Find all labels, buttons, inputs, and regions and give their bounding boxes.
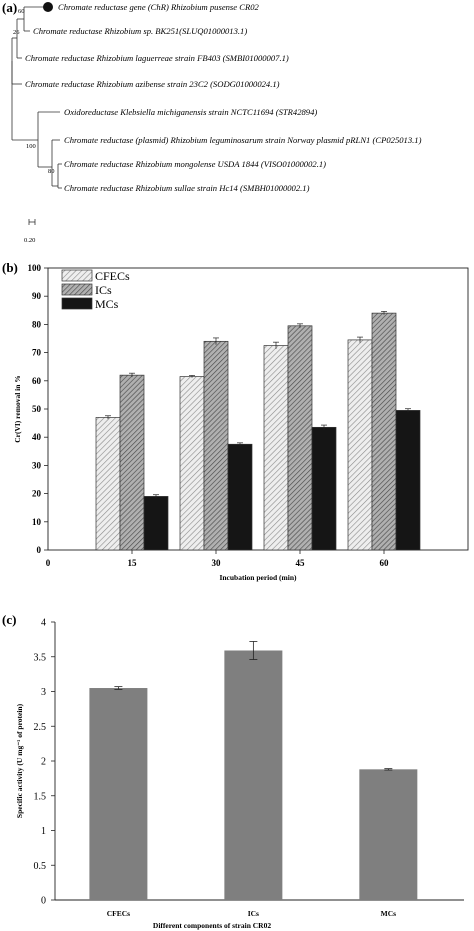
tree-leaf-label: Chromate reductase Rhizobium mongolense … <box>64 159 326 169</box>
scale-bar-label: 0.20 <box>24 237 35 244</box>
query-sequence-marker <box>43 2 53 12</box>
bars <box>95 311 421 551</box>
panel-label-a: (a) <box>2 0 17 15</box>
x-tick-label: 45 <box>296 558 306 568</box>
x-axis-label: Different components of strain CR02 <box>153 921 271 930</box>
y-tick-label: 3.5 <box>34 652 47 663</box>
panel-label-b: (b) <box>2 260 18 275</box>
bootstrap-value: 80 <box>48 168 55 175</box>
y-tick-label: 0 <box>37 545 42 555</box>
y-tick-label: 1.5 <box>34 791 47 802</box>
bootstrap-value: 60 <box>18 8 25 15</box>
removal-chart-panel: (b) 0 10 20 30 40 50 60 70 80 90 100 0 15 30 45 60 CFEC… <box>0 250 474 600</box>
x-axis-label: Incubation period (min) <box>219 573 297 582</box>
legend-swatch <box>61 283 93 296</box>
bar-ics-60 <box>371 312 397 551</box>
y-tick-label: 3 <box>41 687 46 698</box>
y-tick-label: 60 <box>32 376 42 386</box>
bar-mcs-45 <box>311 426 337 551</box>
y-axis-label: Cr(VI) removal in % <box>13 375 22 443</box>
activity-bar-chart: (c) 0 0.5 1 1.5 2 2.5 3 3.5 4 CFECs ICs MCs Differe… <box>2 612 464 930</box>
panel-label-c: (c) <box>2 612 16 627</box>
bar-mcs-30 <box>227 443 253 551</box>
bar-cfecs-45 <box>263 345 289 551</box>
y-axis-label: Specific activity (U mg⁻¹ of protein) <box>15 703 24 818</box>
bars <box>89 641 418 900</box>
scale-bar <box>28 219 36 225</box>
x-tick-label: ICs <box>248 909 259 918</box>
tree-leaf-label: Chromate reductase Rhizobium sp. BK251(S… <box>33 26 247 36</box>
phylogenetic-tree: (a) <box>2 0 422 244</box>
y-tick-label: 50 <box>32 404 42 414</box>
y-tick-label: 30 <box>32 460 42 470</box>
x-tick-label: 30 <box>212 558 222 568</box>
legend-label: CFECs <box>95 269 130 283</box>
bar-cfecs-60 <box>347 339 373 551</box>
bar-ics-45 <box>287 325 313 551</box>
y-tick-label: 100 <box>28 263 42 273</box>
bar-cfecs-15 <box>95 417 121 551</box>
tree-leaf-label: Chromate reductase Rhizobium sullae stra… <box>64 183 310 193</box>
bar-CFECs <box>89 688 148 900</box>
bar-mcs-60 <box>395 410 421 551</box>
bar-mcs-15 <box>143 496 169 551</box>
legend-swatch <box>61 269 93 282</box>
x-tick-label: MCs <box>381 909 396 918</box>
legend-label: ICs <box>95 283 112 297</box>
x-tick-label: 15 <box>128 558 138 568</box>
y-tick-label: 40 <box>32 432 42 442</box>
tree-branches <box>11 6 62 189</box>
y-tick-label: 20 <box>32 489 42 499</box>
x-tick-label: 0 <box>46 558 51 568</box>
tree-leaf-label: Chromate reductase Rhizobium laguerreae … <box>25 53 289 63</box>
legend-swatch <box>61 297 93 310</box>
bootstrap-value: 100 <box>26 143 36 150</box>
removal-bar-chart: (b) 0 10 20 30 40 50 60 70 80 90 100 0 15 30 45 60 CFEC… <box>2 260 469 582</box>
bar-MCs <box>359 769 418 900</box>
activity-chart-panel: (c) 0 0.5 1 1.5 2 2.5 3 3.5 4 CFECs ICs MCs Differe… <box>0 600 474 931</box>
y-tick-label: 80 <box>32 319 42 329</box>
legend-label: MCs <box>95 297 119 311</box>
bootstrap-value: 26 <box>13 29 20 36</box>
y-tick-label: 1 <box>41 826 46 837</box>
tree-leaf-label: Chromate reductase (plasmid) Rhizobium l… <box>64 135 422 145</box>
bar-cfecs-30 <box>179 376 205 551</box>
bar-ICs <box>224 650 283 900</box>
tree-leaf-label: Chromate reductase Rhizobium azibense st… <box>25 79 280 89</box>
x-tick-label: 60 <box>380 558 390 568</box>
phylogenetic-tree-panel: (a) <box>0 0 474 250</box>
y-tick-label: 2.5 <box>34 722 47 733</box>
y-tick-label: 4 <box>41 618 46 629</box>
axes: 0 10 20 30 40 50 60 70 80 90 100 0 15 30 45 60 <box>28 263 469 568</box>
tree-leaf-label: Chromate reductase gene (ChR) Rhizobium … <box>58 2 260 12</box>
y-tick-label: 0.5 <box>34 861 47 872</box>
y-tick-label: 70 <box>32 348 42 358</box>
y-tick-label: 10 <box>32 517 42 527</box>
bar-ics-15 <box>119 374 145 551</box>
y-tick-label: 0 <box>41 896 46 907</box>
x-tick-label: CFECs <box>107 909 130 918</box>
tree-leaf-label: Oxidoreductase Klebsiella michiganensis … <box>64 107 317 117</box>
y-tick-label: 90 <box>32 291 42 301</box>
bar-ics-30 <box>203 340 229 551</box>
y-tick-label: 2 <box>41 757 46 768</box>
